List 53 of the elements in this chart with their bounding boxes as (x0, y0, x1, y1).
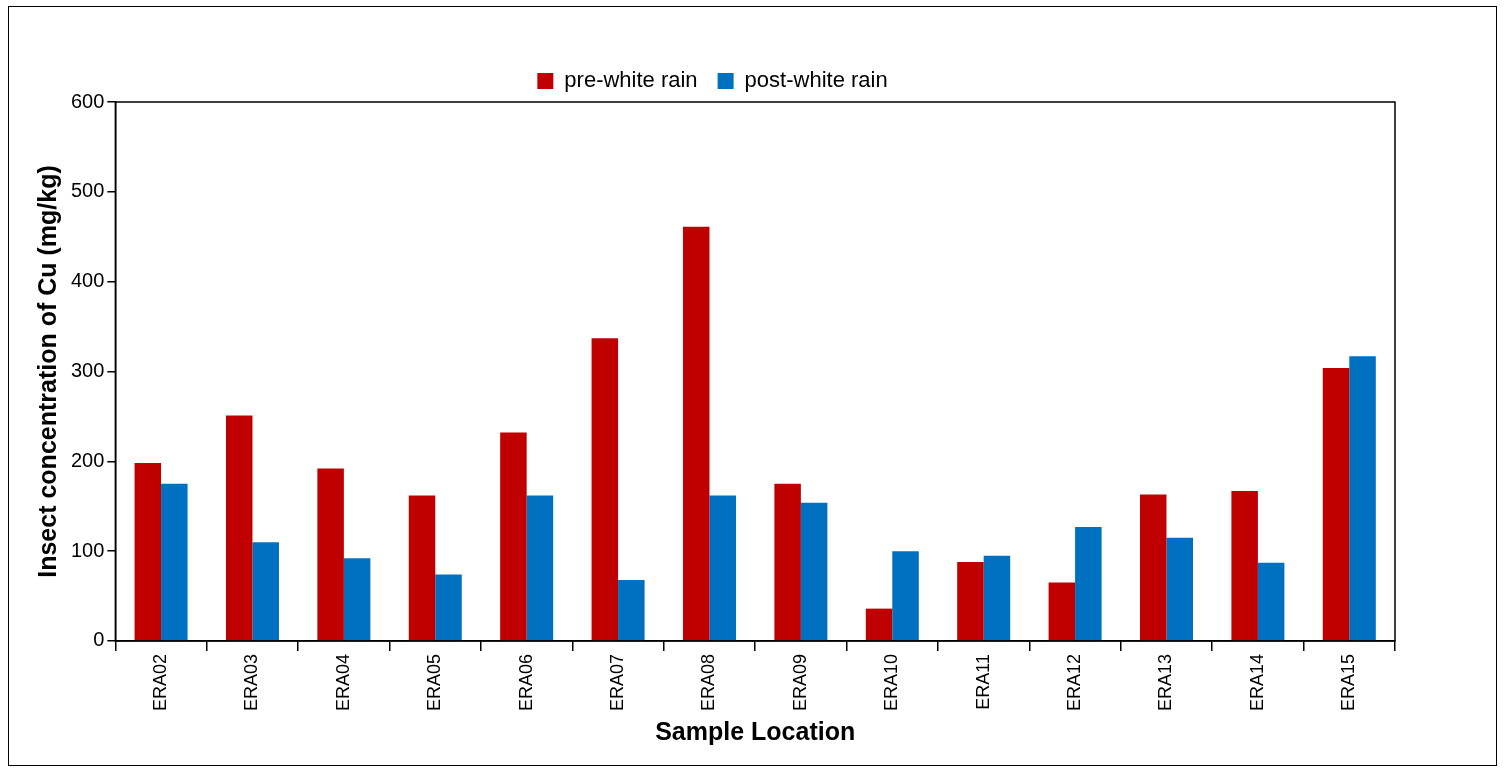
bar (682, 226, 710, 641)
x-tick-label: ERA03 (241, 653, 262, 712)
bar (1257, 562, 1285, 641)
bar (1349, 356, 1376, 641)
y-tick-label: 0 (93, 628, 105, 651)
x-tick-label: ERA12 (1064, 653, 1085, 712)
x-tick-label: ERA05 (424, 653, 445, 712)
y-tick-label: 500 (70, 179, 105, 202)
bar (252, 542, 279, 641)
x-tick-label: ERA02 (150, 653, 171, 712)
legend-label: pre-white rain (564, 67, 698, 93)
y-tick-label: 300 (70, 359, 105, 381)
bar (774, 483, 801, 641)
x-tick-label: ERA11 (972, 653, 993, 710)
bar (1231, 490, 1258, 641)
bar (1075, 526, 1102, 641)
y-axis-title: Insect concentration of Cu (mg/kg) (32, 165, 61, 578)
bar (1322, 367, 1350, 641)
bar (500, 432, 527, 641)
bar (1139, 494, 1167, 641)
bar (526, 495, 554, 641)
x-tick-label: ERA06 (515, 653, 536, 712)
y-tick-label: 400 (70, 269, 105, 292)
x-tick-label: ERA07 (607, 653, 628, 712)
bar (1166, 537, 1193, 641)
bar (435, 574, 462, 641)
bar (800, 502, 828, 641)
y-tick-label: 600 (70, 89, 105, 112)
bar (618, 579, 645, 641)
x-tick-label: ERA10 (881, 653, 902, 712)
bar (408, 495, 436, 641)
legend-label: post-white rain (744, 67, 888, 93)
x-tick-label: ERA14 (1246, 653, 1267, 712)
y-tick-label: 100 (70, 538, 105, 561)
bar (225, 415, 253, 641)
bar (892, 551, 919, 641)
bar (134, 463, 162, 641)
bar (983, 555, 1011, 641)
bar (865, 608, 893, 641)
bar (161, 483, 188, 641)
y-tick-label: 200 (70, 448, 105, 471)
bar (591, 338, 619, 641)
bar (1048, 582, 1076, 641)
bar (957, 561, 984, 641)
bar (317, 468, 344, 641)
bar (709, 495, 736, 641)
x-tick-label: ERA09 (789, 653, 810, 712)
x-tick-label: ERA04 (332, 653, 353, 712)
x-tick-label: ERA15 (1338, 653, 1359, 712)
x-axis-title: Sample Location (655, 716, 856, 745)
bar (343, 558, 371, 641)
x-tick-label: ERA08 (698, 653, 719, 712)
x-tick-label: ERA13 (1155, 653, 1176, 712)
